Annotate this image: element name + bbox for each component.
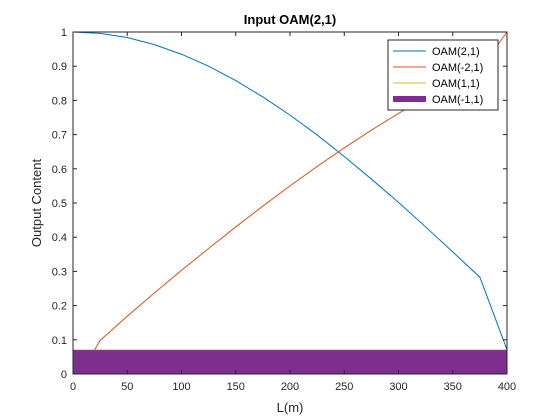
x-tick-label: 0 xyxy=(70,381,76,393)
y-tick-label: 0.2 xyxy=(52,301,67,313)
x-tick-label: 50 xyxy=(121,381,133,393)
x-tick-label: 300 xyxy=(389,381,407,393)
y-tick-label: 0.4 xyxy=(52,232,67,244)
x-tick-label: 200 xyxy=(281,381,299,393)
y-tick-label: 0.7 xyxy=(52,130,67,142)
y-tick-label: 0.8 xyxy=(52,95,67,107)
legend-label: OAM(-1,1) xyxy=(432,94,483,106)
x-tick-label: 400 xyxy=(498,381,516,393)
legend-label: OAM(2,1) xyxy=(432,46,480,58)
legend-label: OAM(1,1) xyxy=(432,78,480,90)
y-tick-label: 0.9 xyxy=(52,61,67,73)
y-tick-label: 0.6 xyxy=(52,164,67,176)
y-tick-label: 0.1 xyxy=(52,335,67,347)
legend-label: OAM(-2,1) xyxy=(432,62,483,74)
x-tick-label: 250 xyxy=(335,381,353,393)
chart-title: Input OAM(2,1) xyxy=(244,12,336,27)
y-tick-label: 0 xyxy=(61,369,67,381)
y-tick-label: 0.3 xyxy=(52,266,67,278)
x-tick-label: 100 xyxy=(172,381,190,393)
x-tick-label: 350 xyxy=(444,381,462,393)
series-band-oam-1-1 xyxy=(73,350,507,374)
legend: OAM(2,1) OAM(-2,1) OAM(1,1) OAM(-1,1) xyxy=(387,39,499,111)
y-axis-title: Output Content xyxy=(29,159,44,248)
x-axis-title: L(m) xyxy=(277,400,304,415)
y-tick-label: 1 xyxy=(61,27,67,39)
plot-area xyxy=(72,31,508,374)
axes: 0 50 100 150 200 250 300 350 400 0 0.1 0.2 0.3 0.4 0.5… xyxy=(52,27,516,393)
y-tick-label: 0.5 xyxy=(52,198,67,210)
series-line-oam-2-1 xyxy=(72,31,508,350)
x-tick-label: 150 xyxy=(227,381,245,393)
